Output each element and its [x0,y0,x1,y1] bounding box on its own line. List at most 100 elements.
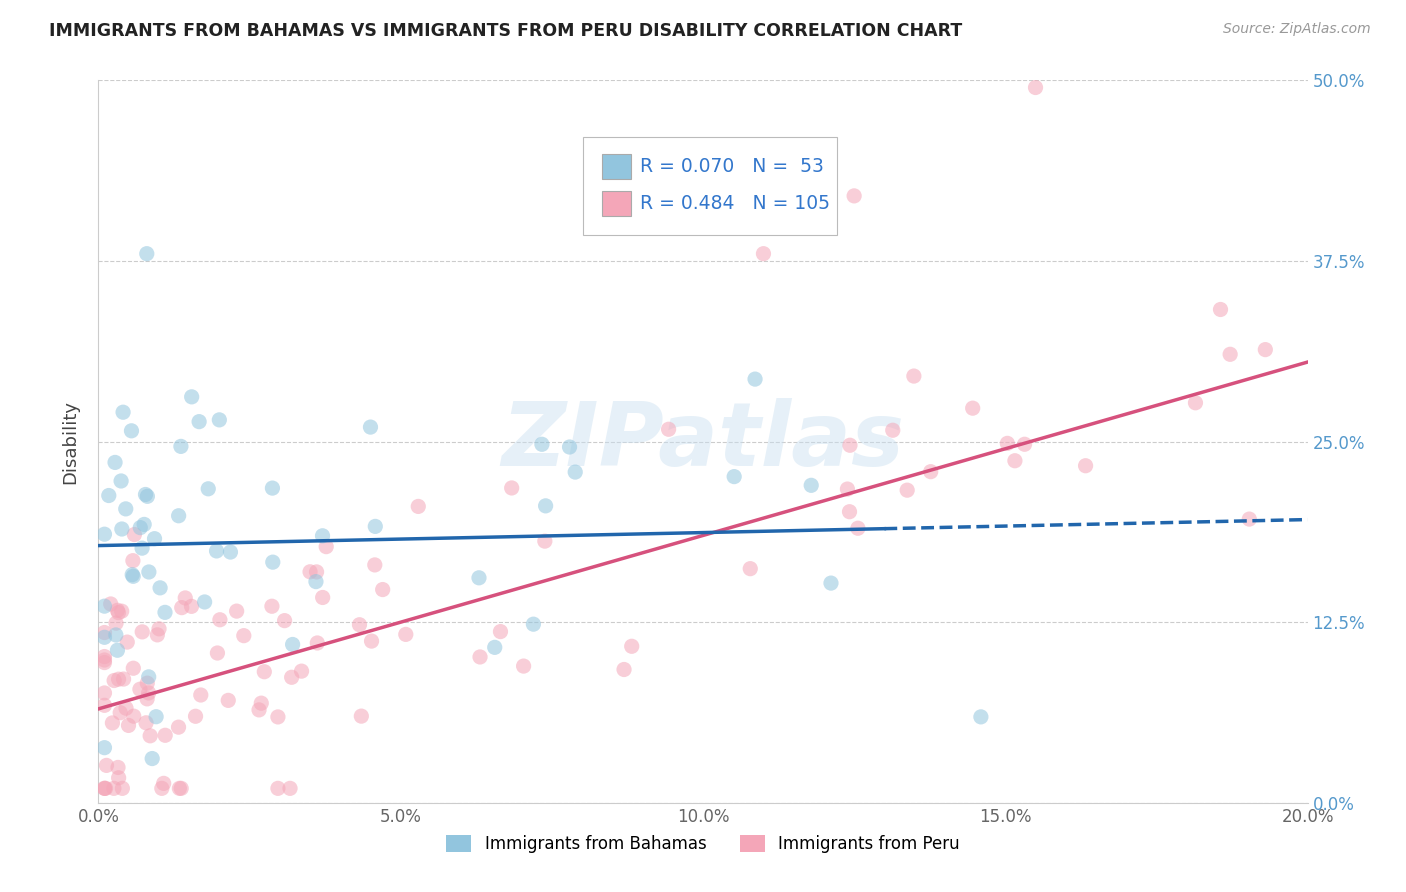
Point [184,709,207,723]
Point [920,465,942,479]
Point [145,709,167,723]
Text: IMMIGRANTS FROM BAHAMAS VS IMMIGRANTS FROM PERU DISABILITY CORRELATION CHART: IMMIGRANTS FROM BAHAMAS VS IMMIGRANTS FR… [49,22,963,40]
Point [262,481,284,495]
Point [93,630,115,644]
Point [93,653,115,667]
Y-axis label: Disability: Disability [62,400,80,483]
Point [136,489,159,503]
Point [93,649,115,664]
Point [820,576,842,591]
Point [838,505,860,519]
Point [115,635,138,649]
Point [107,760,129,774]
Legend: Immigrants from Bahamas, Immigrants from Peru: Immigrants from Bahamas, Immigrants from… [440,828,966,860]
Point [93,698,115,713]
Text: R = 0.070   N =  53: R = 0.070 N = 53 [640,157,824,176]
Point [740,562,762,576]
Point [844,189,866,203]
Point [232,629,254,643]
Point [489,624,512,639]
Point [170,781,193,796]
Point [247,703,270,717]
Point [190,688,212,702]
Point [364,558,387,572]
Point [903,369,925,384]
Point [882,423,904,437]
Point [96,758,118,772]
Point [613,663,636,677]
Point [311,591,333,605]
Point [281,638,304,652]
Point [205,544,228,558]
Point [107,606,129,620]
Point [135,246,157,260]
Point [305,574,328,589]
Point [101,715,124,730]
Point [108,706,131,720]
Point [93,686,115,700]
Point [530,437,553,451]
Point [111,522,134,536]
Point [150,781,173,796]
Point [107,603,129,617]
Point [620,640,643,654]
Point [122,569,145,583]
Point [837,482,859,496]
Point [752,246,775,260]
Point [93,625,115,640]
Point [111,781,134,796]
Point [962,401,984,416]
Point [1219,347,1241,361]
Point [107,643,129,657]
Point [103,673,125,688]
Point [152,776,174,790]
Point [174,591,197,605]
Point [267,710,290,724]
Point [723,469,745,483]
Point [564,465,586,479]
Point [1004,454,1026,468]
Point [141,751,163,765]
Point [129,682,152,697]
Point [138,565,160,579]
Point [169,781,191,796]
Point [1024,80,1046,95]
Point [131,541,153,556]
Point [138,670,160,684]
Point [180,390,202,404]
Point [305,565,328,579]
Point [468,649,491,664]
Point [299,565,322,579]
Point [167,720,190,734]
Point [350,709,373,723]
Point [136,676,159,690]
Point [107,771,129,785]
Point [93,599,115,614]
Point [260,599,283,614]
Point [360,634,382,648]
Point [122,661,145,675]
Point [194,595,217,609]
Point [1184,396,1206,410]
Point [371,582,394,597]
Point [153,606,176,620]
Point [364,519,387,533]
Point [93,740,115,755]
Point [124,527,146,541]
Point [262,555,284,569]
Point [250,696,273,710]
Point [97,489,120,503]
Point [1209,302,1232,317]
Point [138,686,160,700]
Point [219,545,242,559]
Point [290,664,312,678]
Point [148,622,170,636]
Point [484,640,506,655]
Point [501,481,523,495]
Point [349,617,371,632]
Point [280,670,302,684]
Point [1254,343,1277,357]
Point [315,540,337,554]
Point [1074,458,1097,473]
Point [273,614,295,628]
